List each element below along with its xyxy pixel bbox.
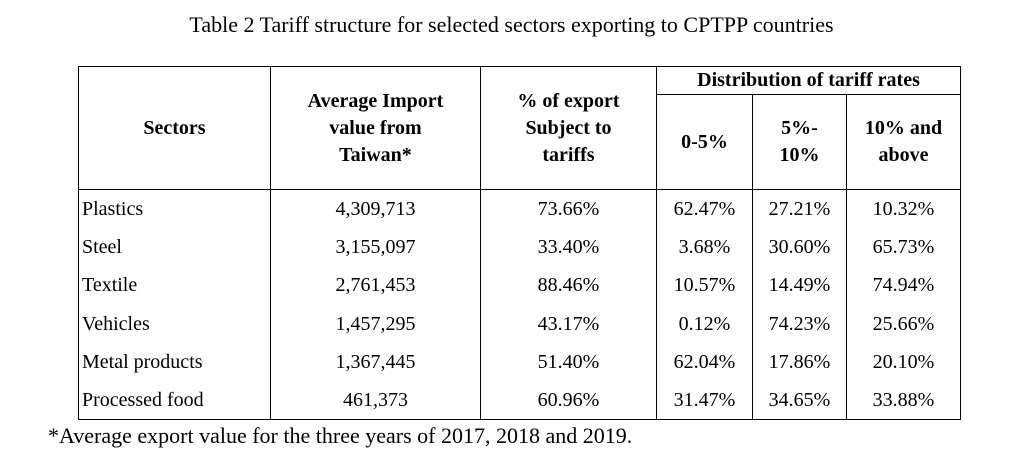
cell-import-value: 1,457,295: [270, 304, 481, 343]
cell-band-0-5: 62.47%: [656, 188, 753, 228]
table-row: Processed food 461,373 60.96% 31.47% 34.…: [78, 380, 961, 420]
cell-band-0-5: 10.57%: [656, 266, 753, 305]
table-row: Textile 2,761,453 88.46% 10.57% 14.49% 7…: [78, 266, 961, 305]
cell-band-5-10: 27.21%: [752, 188, 847, 228]
table-row: Vehicles 1,457,295 43.17% 0.12% 74.23% 2…: [78, 304, 961, 343]
cell-band-10-above: 20.10%: [846, 342, 961, 381]
cell-sector: Textile: [78, 266, 271, 305]
cell-band-5-10: 74.23%: [752, 304, 847, 343]
header-sectors: Sectors: [78, 66, 271, 190]
cell-band-5-10: 30.60%: [752, 227, 847, 267]
cell-import-value: 4,309,713: [270, 188, 481, 228]
table-row: Plastics 4,309,713 73.66% 62.47% 27.21% …: [78, 188, 961, 228]
cell-sector: Vehicles: [78, 304, 271, 343]
cell-export-pct: 43.17%: [480, 304, 657, 343]
header-band-5-10: 5%- 10%: [752, 94, 847, 190]
cell-band-5-10: 14.49%: [752, 266, 847, 305]
cell-import-value: 3,155,097: [270, 227, 481, 267]
cell-band-10-above: 65.73%: [846, 227, 961, 267]
header-band-0-5: 0-5%: [656, 94, 753, 190]
cell-band-0-5: 31.47%: [656, 380, 753, 420]
cell-export-pct: 60.96%: [480, 380, 657, 420]
cell-export-pct: 73.66%: [480, 188, 657, 228]
cell-band-10-above: 33.88%: [846, 380, 961, 420]
cell-export-pct: 33.40%: [480, 227, 657, 267]
tariff-table: Sectors Average Import value from Taiwan…: [78, 66, 961, 420]
cell-sector: Plastics: [78, 188, 271, 228]
table-row: Metal products 1,367,445 51.40% 62.04% 1…: [78, 342, 961, 381]
cell-sector: Processed food: [78, 380, 271, 420]
cell-band-5-10: 34.65%: [752, 380, 847, 420]
cell-import-value: 461,373: [270, 380, 481, 420]
cell-sector: Metal products: [78, 342, 271, 381]
table-caption: Table 2 Tariff structure for selected se…: [189, 12, 834, 37]
table-row: Steel 3,155,097 33.40% 3.68% 30.60% 65.7…: [78, 227, 961, 267]
header-import-value: Average Import value from Taiwan*: [270, 66, 481, 190]
header-distribution: Distribution of tariff rates: [656, 66, 961, 95]
cell-sector: Steel: [78, 227, 271, 267]
cell-export-pct: 88.46%: [480, 266, 657, 305]
cell-band-0-5: 3.68%: [656, 227, 753, 267]
cell-import-value: 1,367,445: [270, 342, 481, 381]
cell-export-pct: 51.40%: [480, 342, 657, 381]
header-band-10-above: 10% and above: [846, 94, 961, 190]
cell-band-10-above: 10.32%: [846, 188, 961, 228]
cell-band-0-5: 62.04%: [656, 342, 753, 381]
cell-band-5-10: 17.86%: [752, 342, 847, 381]
cell-band-10-above: 74.94%: [846, 266, 961, 305]
cell-band-0-5: 0.12%: [656, 304, 753, 343]
footnote: *Average export value for the three year…: [48, 423, 633, 448]
cell-band-10-above: 25.66%: [846, 304, 961, 343]
cell-import-value: 2,761,453: [270, 266, 481, 305]
header-export-pct: % of export Subject to tariffs: [480, 66, 657, 190]
